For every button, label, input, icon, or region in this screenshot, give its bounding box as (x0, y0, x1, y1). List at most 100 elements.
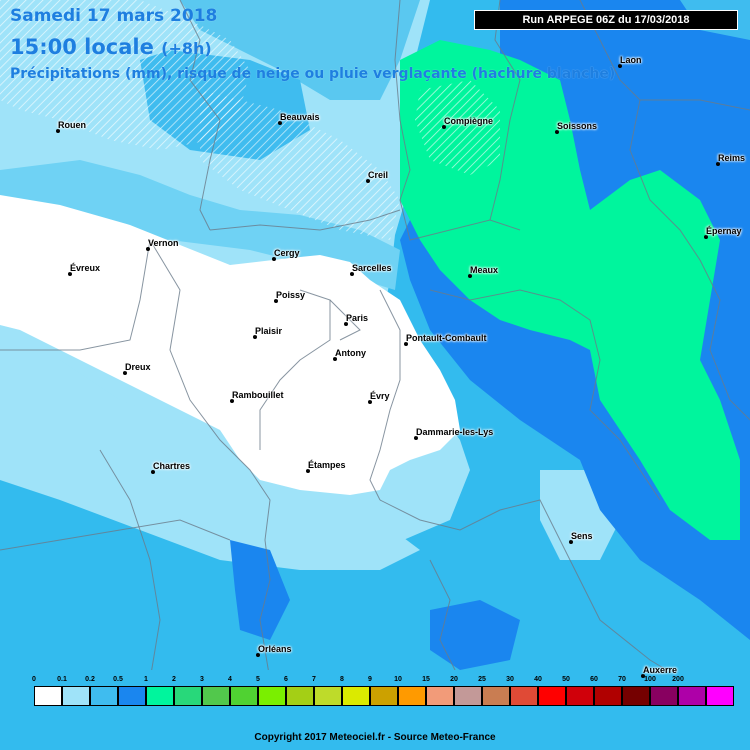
city-name: Évreux (70, 263, 101, 273)
legend-tick: 25 (478, 676, 486, 683)
legend-tick: 20 (450, 676, 458, 683)
legend-tick: 0 (32, 676, 36, 683)
legend-swatch (174, 686, 202, 706)
city-dot-icon (146, 247, 150, 251)
legend-tick: 100 (644, 676, 656, 683)
legend-tick: 5 (256, 676, 260, 683)
legend-tick: 2 (172, 676, 176, 683)
legend-tick: 0.5 (113, 676, 123, 683)
city-dot-icon (344, 322, 348, 326)
legend-swatch (230, 686, 258, 706)
legend-swatch (482, 686, 510, 706)
legend-swatch (454, 686, 482, 706)
freezing-risk-zone-3 (415, 80, 500, 175)
city-dot-icon (618, 64, 622, 68)
legend-tick: 1 (144, 676, 148, 683)
city-name: Poissy (276, 290, 306, 300)
city-dot-icon (442, 125, 446, 129)
legend-swatch (146, 686, 174, 706)
city-dot-icon (68, 272, 72, 276)
city-dot-icon (151, 470, 155, 474)
legend-swatch (342, 686, 370, 706)
legend-tick: 8 (340, 676, 344, 683)
legend-swatch (510, 686, 538, 706)
city-name: Orléans (258, 644, 292, 654)
legend-swatch (538, 686, 566, 706)
legend-swatch (706, 686, 734, 706)
city-name: Rambouillet (232, 390, 284, 400)
forecast-description: Précipitations (mm), risque de neige ou … (10, 66, 616, 82)
legend-tick: 7 (312, 676, 316, 683)
city-dot-icon (716, 162, 720, 166)
legend-swatch (118, 686, 146, 706)
city-dot-icon (414, 436, 418, 440)
legend-swatch (34, 686, 62, 706)
precip-legend: 0 0.1 0.2 0.5 1 2 3 4 5 6 7 8 9 10 15 20 25 30 40 50 60 70 100… (32, 676, 734, 710)
legend-tick: 40 (534, 676, 542, 683)
legend-swatch (678, 686, 706, 706)
legend-swatch (594, 686, 622, 706)
city-dot-icon (350, 272, 354, 276)
city-name: Chartres (153, 461, 191, 471)
city-name: Sens (571, 531, 593, 541)
legend-tick: 10 (394, 676, 402, 683)
heavy-precip-zone-3 (430, 600, 520, 670)
legend-swatch (90, 686, 118, 706)
city-dot-icon (468, 274, 472, 278)
legend-tick: 15 (422, 676, 430, 683)
city-name: Pontault-Combault (406, 333, 487, 343)
city-dot-icon (253, 335, 257, 339)
city-name: Épernay (706, 226, 742, 236)
forecast-date: Samedi 17 mars 2018 (10, 6, 218, 26)
city-dot-icon (256, 653, 260, 657)
city-dot-icon (274, 299, 278, 303)
city-name: Soissons (557, 121, 598, 131)
city-name: Meaux (470, 265, 499, 275)
city-name: Paris (346, 313, 369, 323)
mid-precip-zone (180, 0, 420, 100)
city-name: Rouen (58, 120, 86, 130)
legend-tick: 9 (368, 676, 372, 683)
legend-tick: 4 (228, 676, 232, 683)
run-label: Run ARPEGE 06Z du 17/03/2018 (474, 10, 738, 30)
city-name: Sarcelles (352, 263, 392, 273)
city-name: Auxerre (643, 665, 678, 675)
city-name: Plaisir (255, 326, 283, 336)
city-dot-icon (123, 371, 127, 375)
city-name: Reims (718, 153, 746, 163)
legend-tick: 0.1 (57, 676, 67, 683)
forecast-hour: 15:00 locale (10, 35, 154, 59)
city-dot-icon (641, 674, 645, 678)
city-dot-icon (569, 540, 573, 544)
legend-swatch (622, 686, 650, 706)
city-name: Vernon (148, 238, 179, 248)
city-dot-icon (555, 130, 559, 134)
city-name: Étampes (308, 460, 346, 470)
legend-tick: 30 (506, 676, 514, 683)
city-name: Beauvais (280, 112, 320, 122)
light-precip-zone-2 (0, 340, 420, 570)
city-name: Creil (368, 170, 389, 180)
freezing-risk-zone (0, 0, 250, 150)
city-name: Cergy (274, 248, 300, 258)
city-dot-icon (404, 342, 408, 346)
city-dot-icon (366, 179, 370, 183)
forecast-offset: (+8h) (161, 39, 212, 58)
city-dot-icon (704, 235, 708, 239)
city-dot-icon (333, 357, 337, 361)
legend-bg (0, 670, 750, 750)
legend-swatch (426, 686, 454, 706)
legend-tick: 70 (618, 676, 626, 683)
city-name: Laon (620, 55, 642, 65)
legend-tick: 60 (590, 676, 598, 683)
city-name: Dammarie-les-Lys (416, 427, 494, 437)
legend-swatch (314, 686, 342, 706)
city-dot-icon (306, 469, 310, 473)
legend-swatch (258, 686, 286, 706)
city-name: Antony (335, 348, 366, 358)
city-dot-icon (272, 257, 276, 261)
borders (0, 0, 750, 691)
legend-swatch (62, 686, 90, 706)
